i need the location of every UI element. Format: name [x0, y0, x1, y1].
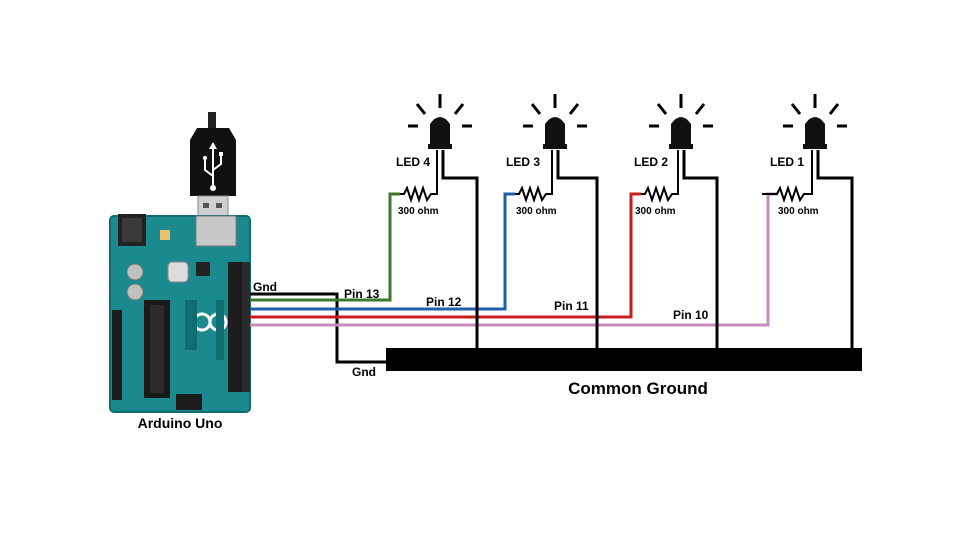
pin-13-label: Pin 13 [344, 287, 380, 301]
wire-pin-12 [250, 192, 515, 311]
common-ground-label: Common Ground [568, 379, 708, 398]
resistor-2-label: 300 ohm [635, 206, 676, 217]
led-4-label: LED 4 [396, 155, 430, 169]
pin-12-label: Pin 12 [426, 295, 462, 309]
common-ground-bar [386, 348, 862, 371]
wire-pin-10 [250, 192, 778, 327]
resistor-4-label: 300 ohm [398, 206, 439, 217]
led-4-circuit [400, 94, 479, 350]
led-2-label: LED 2 [634, 155, 668, 169]
usb-plug [190, 112, 236, 227]
usb-icon [203, 142, 223, 191]
ground-wires [250, 292, 388, 364]
led-3-icon [523, 94, 587, 149]
led-2-circuit [641, 94, 719, 350]
resistor-3-label: 300 ohm [516, 206, 557, 217]
led-1-circuit [762, 94, 854, 350]
board-label: Arduino Uno [138, 415, 223, 431]
led-2-icon [649, 94, 713, 149]
led-1-icon [783, 94, 847, 149]
wire-pin-13 [250, 192, 400, 302]
wire-pin-11 [250, 192, 641, 319]
pin-10-label: Pin 10 [673, 308, 709, 322]
led-3-circuit [515, 94, 599, 350]
signal-wires [250, 192, 778, 327]
resistor-1-label: 300 ohm [778, 206, 819, 217]
arduino-uno-board [109, 214, 251, 413]
led-4-icon [408, 94, 472, 149]
gnd-top-label: Gnd [253, 280, 277, 294]
led-1-label: LED 1 [770, 155, 804, 169]
led-3-label: LED 3 [506, 155, 540, 169]
gnd-bottom-label: Gnd [352, 365, 376, 379]
pin-11-label: Pin 11 [554, 299, 589, 313]
